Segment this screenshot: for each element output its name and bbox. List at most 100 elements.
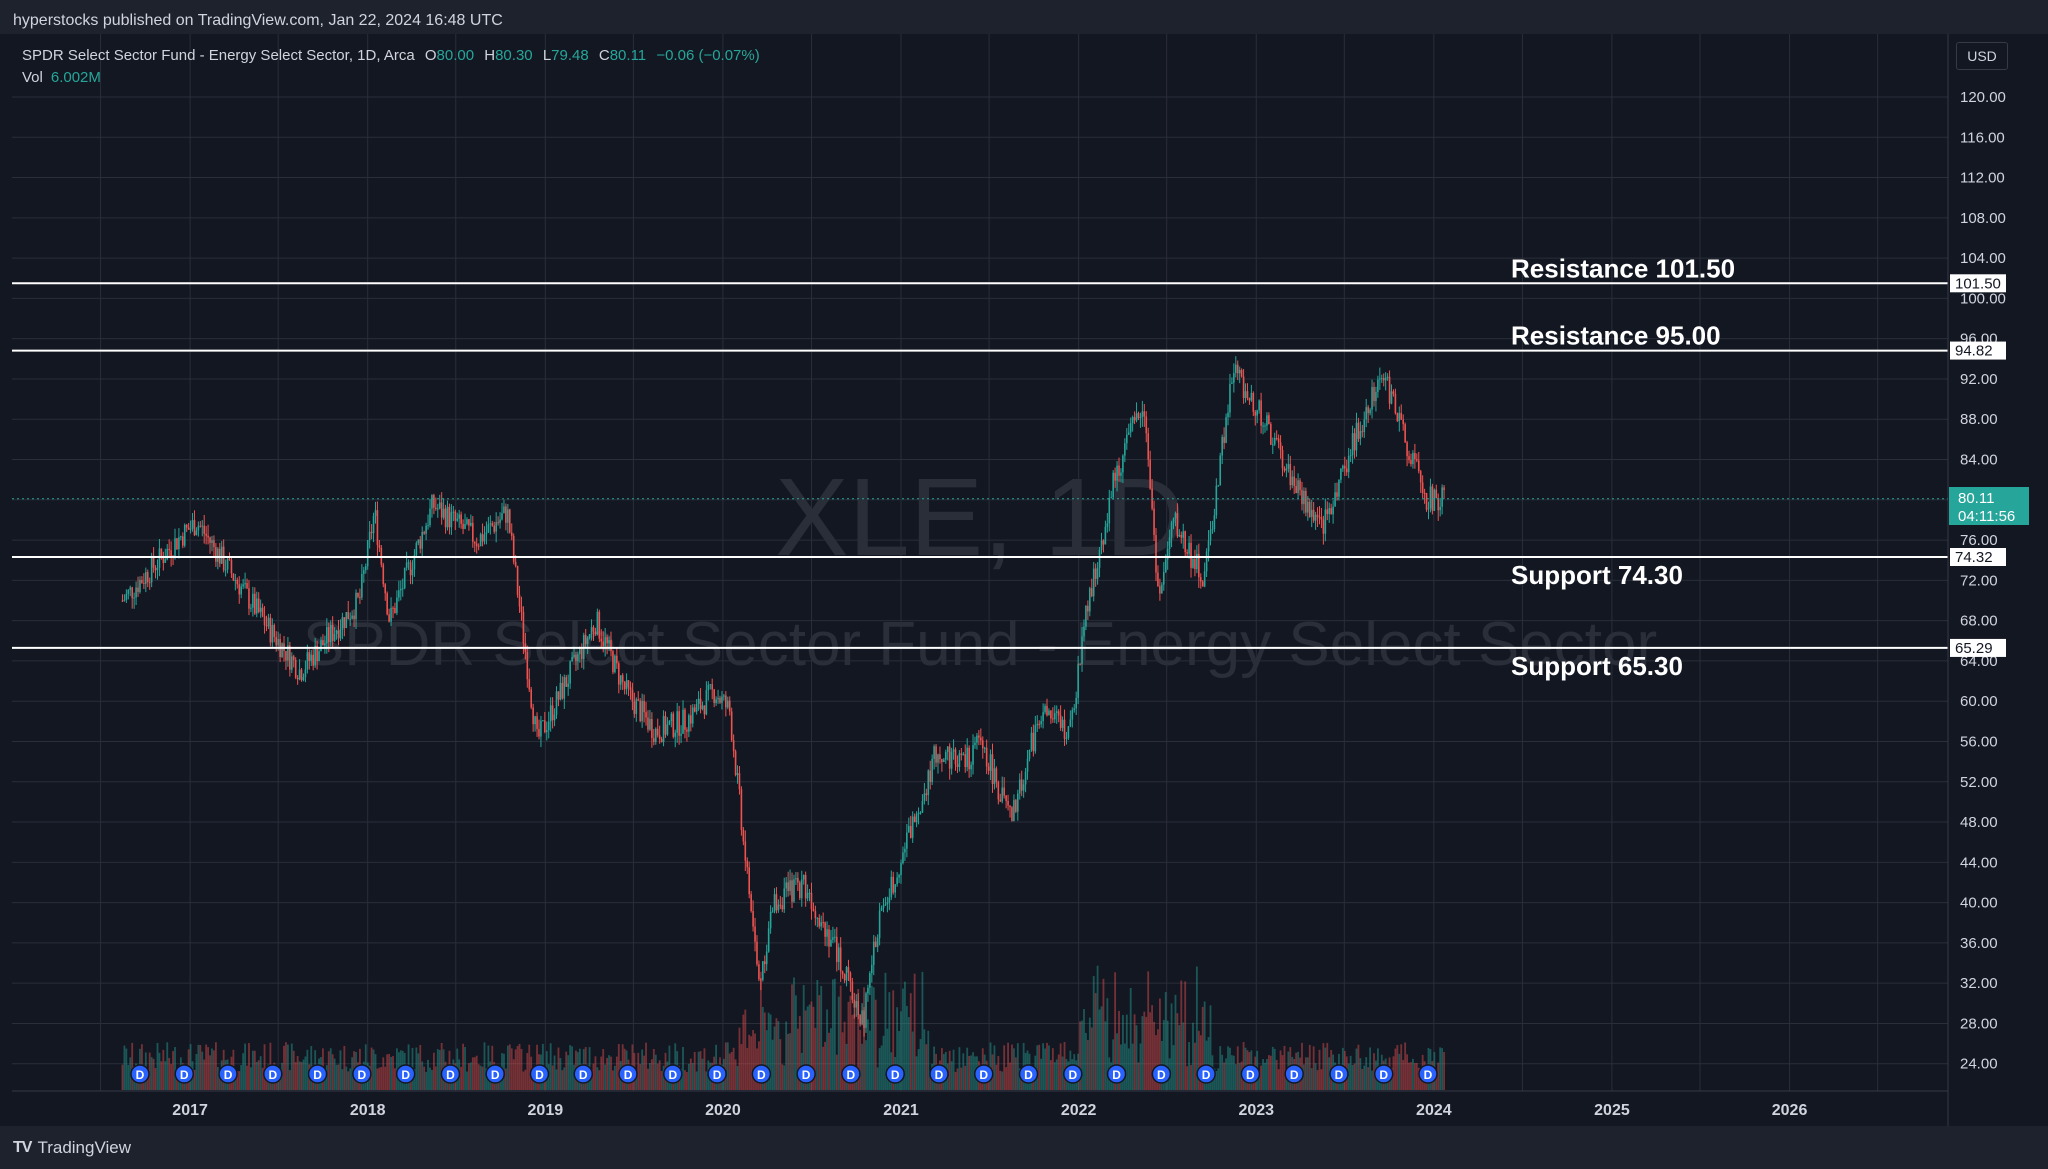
candle-body — [1090, 588, 1093, 597]
dividend-badge[interactable] — [929, 1064, 949, 1084]
dividend-badge[interactable] — [395, 1064, 416, 1084]
volume-bar — [551, 1065, 554, 1090]
volume-bar — [335, 1064, 338, 1090]
dividend-badge[interactable] — [885, 1064, 905, 1084]
chart-area[interactable]: XLE, 1D SPDR Select Sector Fund - Energy… — [12, 34, 2048, 1126]
candle-body — [508, 509, 511, 533]
candle-body — [1011, 807, 1013, 822]
candle-body — [427, 524, 429, 526]
volume-bar — [1162, 1020, 1165, 1090]
candle-body — [1248, 398, 1251, 401]
volume-bar — [248, 1043, 250, 1090]
candle-body — [310, 654, 313, 661]
price-line-label[interactable]: Resistance 95.00 — [1511, 321, 1721, 351]
volume-legend[interactable]: Vol 6.002M — [22, 69, 101, 86]
candle-body — [403, 567, 406, 589]
price-chart[interactable]: XLE, 1D SPDR Select Sector Fund - Energy… — [12, 34, 2048, 1126]
volume-bar — [652, 1048, 655, 1090]
tradingview-brand[interactable]: TV TradingView — [13, 1138, 131, 1158]
volume-bar — [421, 1061, 424, 1090]
volume-bar — [370, 1047, 373, 1090]
volume-bar — [386, 1054, 389, 1090]
candle-body — [1036, 723, 1039, 726]
dividend-badge[interactable] — [1418, 1064, 1438, 1084]
candle-body — [1180, 534, 1183, 538]
candle-body — [1347, 456, 1350, 473]
dividend-badge[interactable] — [573, 1064, 594, 1084]
candle-body — [285, 650, 287, 661]
dividend-badge[interactable] — [130, 1064, 150, 1084]
time-axis-ticks[interactable]: 2017 2018 2019 2020 2021 2022 2023 2024 2025 2026 — [172, 1102, 1807, 1119]
candle-body — [966, 747, 968, 768]
candle-body — [1020, 779, 1023, 791]
volume-bar — [769, 1014, 772, 1090]
candle-body — [565, 677, 568, 687]
candle-body — [775, 894, 778, 911]
candle-body — [287, 645, 289, 661]
candle-body — [1199, 577, 1202, 582]
dividend-badge[interactable] — [1284, 1064, 1304, 1084]
dividend-badge[interactable] — [263, 1064, 283, 1084]
dividend-badge[interactable] — [1063, 1064, 1083, 1084]
price-line-label[interactable]: Support 65.30 — [1511, 651, 1683, 681]
dividend-badge[interactable] — [1373, 1064, 1394, 1084]
dividend-badge[interactable] — [1151, 1064, 1172, 1084]
horizontal-price-lines[interactable]: Resistance 101.50 Resistance 95.00 Support… — [12, 253, 1948, 681]
volume-bar — [388, 1053, 391, 1090]
price-tick-label: 104.00 — [1960, 250, 2006, 267]
dividend-badge[interactable] — [218, 1064, 238, 1084]
dividend-badge-label: D — [180, 1068, 189, 1082]
dividend-badge[interactable] — [1018, 1064, 1039, 1084]
volume-bar — [1242, 1042, 1245, 1090]
dividend-badge[interactable] — [529, 1064, 550, 1084]
dividend-badge[interactable] — [1106, 1064, 1127, 1084]
dividend-badge[interactable] — [1329, 1064, 1349, 1084]
candle-body — [1425, 493, 1428, 510]
candle-body — [1419, 471, 1422, 483]
dividend-badge[interactable] — [1196, 1064, 1216, 1084]
dividend-badge[interactable] — [1240, 1064, 1261, 1084]
price-line-label[interactable]: Support 74.30 — [1511, 560, 1683, 590]
volume-bar — [162, 1049, 165, 1090]
price-line-label[interactable]: Resistance 101.50 — [1511, 253, 1735, 283]
volume-bar — [966, 1047, 969, 1090]
volume-bar — [1112, 1039, 1115, 1090]
dividend-badge[interactable] — [796, 1064, 816, 1084]
volume-bar — [925, 1044, 928, 1090]
dividend-badge[interactable] — [751, 1064, 772, 1084]
dividend-badge[interactable] — [973, 1064, 994, 1084]
dividend-badge[interactable] — [618, 1064, 638, 1084]
legend-symbol-name[interactable]: SPDR Select Sector Fund - Energy Select … — [22, 47, 415, 64]
candle-body — [717, 697, 719, 700]
candle-body — [1067, 726, 1070, 738]
volume-bar — [434, 1066, 437, 1090]
volume-bar — [789, 1033, 791, 1090]
dividend-badge-label: D — [668, 1068, 677, 1082]
candle-body — [886, 902, 889, 905]
volume-bar — [197, 1044, 200, 1090]
dividend-badge[interactable] — [352, 1064, 372, 1084]
volume-bar — [1231, 1055, 1233, 1090]
volume-bar — [195, 1053, 198, 1090]
candle-body — [1439, 506, 1441, 511]
candle-body — [1053, 712, 1056, 720]
candle-body — [709, 684, 712, 686]
dividend-badge[interactable] — [841, 1064, 861, 1084]
dividend-badge[interactable] — [174, 1064, 195, 1084]
symbol-legend[interactable]: SPDR Select Sector Fund - Energy Select … — [22, 47, 760, 64]
dividend-badge[interactable] — [307, 1064, 328, 1084]
dividend-badge[interactable] — [707, 1064, 727, 1084]
candle-body — [908, 826, 910, 833]
candle-body — [974, 742, 976, 746]
legend-close-label: C — [598, 47, 610, 64]
volume-bar — [808, 1004, 811, 1090]
dividend-badge[interactable] — [440, 1064, 461, 1084]
dividend-badge[interactable] — [485, 1064, 505, 1084]
volume-bar — [158, 1052, 161, 1090]
candle-body — [579, 647, 581, 655]
dividend-badge[interactable] — [663, 1064, 683, 1084]
currency-button[interactable]: USD — [1956, 42, 2008, 70]
candle-body — [964, 754, 967, 768]
candle-body — [824, 922, 826, 937]
